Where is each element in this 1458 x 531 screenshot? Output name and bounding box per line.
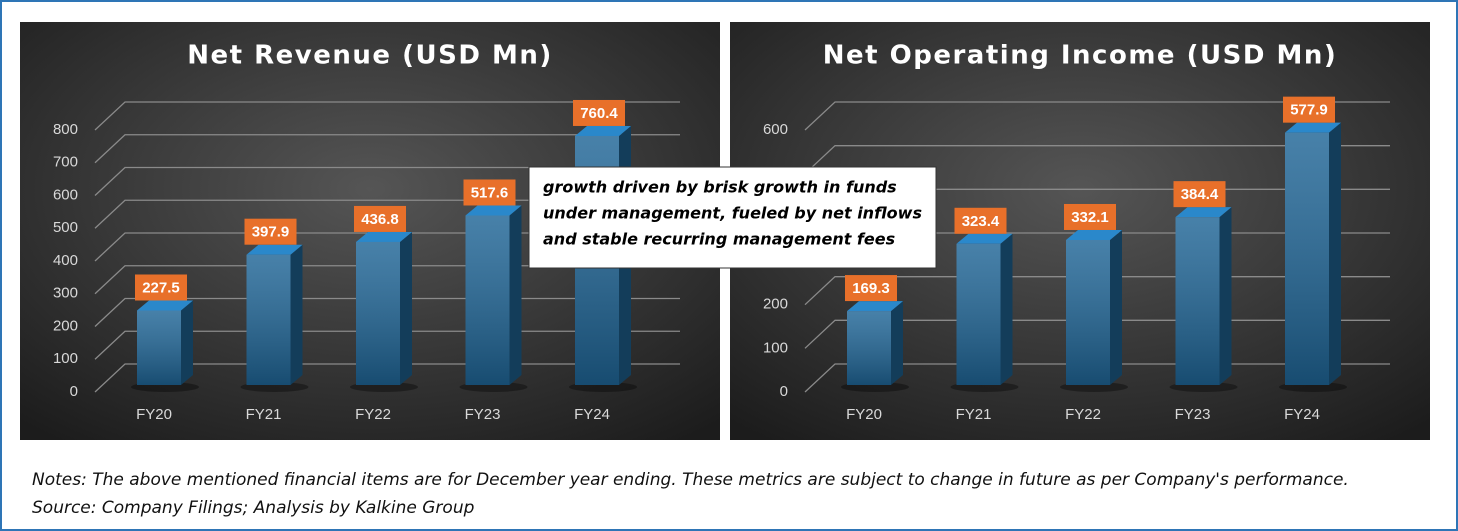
y-tick-label: 300 — [53, 285, 78, 302]
annotation-box — [528, 166, 937, 269]
annotation-line: under management, fueled by net inflows — [543, 204, 922, 223]
x-tick-label: FY24 — [574, 406, 610, 423]
bar-top — [575, 125, 631, 136]
value-label-box — [1283, 96, 1335, 123]
note: Source: Company Filings; Analysis by Kal… — [32, 498, 475, 518]
y-tick-label: 700 — [53, 154, 78, 171]
value-label: 397.9 — [252, 224, 290, 241]
value-label: 577.9 — [1290, 102, 1328, 119]
y-tick-label: 800 — [53, 121, 78, 138]
y-tick-label: 200 — [763, 296, 788, 313]
annotation-line: and stable recurring management fees — [543, 230, 895, 249]
annotation: growth driven by brisk growth in funds u… — [528, 166, 937, 269]
bar-side — [1329, 122, 1341, 385]
bar-side — [181, 300, 193, 385]
x-tick-label: FY20 — [846, 406, 882, 423]
y-tick-label: 500 — [53, 219, 78, 236]
bar-top — [956, 233, 1013, 244]
x-tick-label: FY22 — [1065, 406, 1101, 423]
y-tick-label: 0 — [70, 383, 78, 400]
y-tick-label: 600 — [53, 186, 78, 203]
value-label: 436.8 — [361, 211, 399, 228]
value-label: 384.4 — [1181, 186, 1219, 203]
y-tick-label: 400 — [53, 252, 78, 269]
bar-top — [465, 205, 522, 216]
y-tick-label: 100 — [763, 339, 788, 356]
value-label: 517.6 — [471, 184, 509, 201]
bar-top — [356, 231, 412, 242]
x-tick-label: FY22 — [355, 406, 391, 423]
bar-top — [1175, 207, 1232, 218]
bar-top — [1066, 229, 1122, 240]
grid-line — [94, 166, 680, 196]
value-label: 760.4 — [580, 105, 618, 122]
bar-side — [1110, 229, 1122, 385]
x-tick-label: FY21 — [246, 406, 282, 423]
grid-line — [94, 101, 680, 131]
bar-top — [847, 301, 903, 312]
chart-title: Net Revenue (USD Mn) — [187, 41, 552, 71]
bar-highlight — [356, 241, 400, 385]
bar-side — [509, 205, 522, 385]
bar-side — [1000, 233, 1013, 385]
bar-highlight — [1175, 217, 1220, 385]
bar-highlight — [465, 215, 510, 385]
bar-highlight — [1285, 132, 1329, 385]
bar-side — [891, 301, 903, 385]
value-label: 332.1 — [1071, 209, 1109, 226]
grid-line — [804, 145, 1390, 175]
bar-highlight — [137, 310, 181, 385]
bar-highlight — [246, 254, 291, 385]
annotation-line: growth driven by brisk growth in funds — [543, 178, 897, 197]
bar-side — [290, 244, 303, 385]
value-label-box — [845, 275, 897, 302]
x-tick-label: FY23 — [465, 406, 501, 423]
value-label-box — [463, 179, 516, 206]
grid-line — [804, 101, 1390, 131]
bar-highlight — [956, 243, 1001, 385]
y-tick-label: 200 — [53, 317, 78, 334]
grid-line — [94, 134, 680, 164]
x-tick-label: FY21 — [956, 406, 992, 423]
value-label-box — [1173, 181, 1226, 208]
y-tick-label: 0 — [780, 383, 788, 400]
value-label-box — [354, 205, 406, 232]
value-label: 323.4 — [962, 213, 1000, 230]
bar-highlight — [1066, 239, 1110, 385]
bar-side — [1219, 207, 1232, 385]
bar-top — [246, 244, 303, 255]
bar-side — [400, 231, 412, 385]
note: Notes: The above mentioned financial ite… — [32, 470, 1349, 490]
value-label-box — [244, 218, 297, 245]
value-label-box — [954, 207, 1007, 234]
value-label-box — [573, 99, 625, 126]
y-tick-label: 600 — [763, 121, 788, 138]
value-label: 227.5 — [142, 279, 180, 296]
x-tick-label: FY23 — [1175, 406, 1211, 423]
bar-top — [1285, 122, 1341, 133]
y-tick-label: 100 — [53, 350, 78, 367]
value-label: 169.3 — [852, 280, 890, 297]
x-tick-label: FY24 — [1284, 406, 1320, 423]
bar-top — [137, 300, 193, 311]
chart-title: Net Operating Income (USD Mn) — [823, 41, 1337, 71]
x-tick-label: FY20 — [136, 406, 172, 423]
bar-highlight — [847, 311, 891, 385]
value-label-box — [1064, 203, 1116, 230]
value-label-box — [135, 274, 187, 301]
